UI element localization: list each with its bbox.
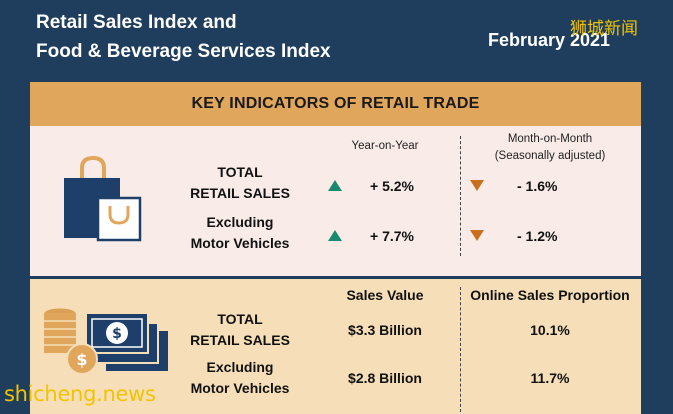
mom-value: - 1.6% [517, 178, 558, 194]
row-label-total-retail: TOTAL RETAIL SALES [165, 162, 315, 204]
up-arrow-icon [328, 180, 342, 191]
up-arrow-icon [328, 230, 342, 241]
mom-value: - 1.2% [517, 228, 558, 244]
svg-text:$: $ [112, 326, 122, 342]
key-indicators-panel: Year-on-Year Month-on-Month (Seasonally … [30, 126, 641, 276]
column-header-mom: Month-on-Month (Seasonally adjusted) [475, 131, 625, 165]
sales-panel: $ $ Sales Value Online Sales Proportion … [30, 279, 641, 414]
row-label-line1: TOTAL [217, 164, 263, 180]
yoy-value: + 7.7% [370, 228, 414, 244]
online-proportion: 10.1% [530, 322, 570, 338]
row-label-line1: TOTAL [217, 311, 263, 327]
row-label-line2: Motor Vehicles [190, 235, 290, 251]
column-divider [460, 287, 461, 412]
shopping-bags-icon [64, 155, 142, 242]
row-label-excluding-mv: Excluding Motor Vehicles [165, 212, 315, 254]
yoy-value: + 5.2% [370, 178, 414, 194]
report-title-line2: Food & Beverage Services Index [36, 41, 331, 62]
down-arrow-icon [470, 230, 484, 241]
row-label-line2: RETAIL SALES [190, 185, 290, 201]
column-header-yoy: Year-on-Year [351, 140, 419, 152]
report-title-line1: Retail Sales Index and [36, 12, 237, 33]
column-header-sales-value: Sales Value [346, 287, 424, 303]
row-label-excluding-mv: Excluding Motor Vehicles [165, 357, 315, 399]
svg-text:$: $ [76, 350, 87, 369]
column-header-mom-line2: (Seasonally adjusted) [494, 150, 606, 162]
key-indicators-heading: KEY INDICATORS OF RETAIL TRADE [30, 82, 641, 126]
column-header-mom-line1: Month-on-Month [507, 133, 593, 145]
row-label-total-retail: TOTAL RETAIL SALES [165, 309, 315, 351]
row-label-line1: Excluding [206, 214, 274, 230]
online-proportion: 11.7% [530, 370, 570, 386]
sales-value: $3.3 Billion [348, 322, 422, 338]
row-label-line1: Excluding [206, 359, 274, 375]
money-coins-icon: $ $ [43, 307, 168, 375]
watermark-site: shicheng.news [4, 382, 156, 406]
row-label-line2: RETAIL SALES [190, 332, 290, 348]
column-divider [460, 136, 461, 256]
down-arrow-icon [470, 180, 484, 191]
sales-value: $2.8 Billion [348, 370, 422, 386]
report-period: February 2021 [488, 30, 611, 50]
row-label-line2: Motor Vehicles [190, 380, 290, 396]
column-header-online-proportion: Online Sales Proportion [470, 287, 630, 303]
watermark-chinese: 狮城新闻 [570, 19, 638, 39]
